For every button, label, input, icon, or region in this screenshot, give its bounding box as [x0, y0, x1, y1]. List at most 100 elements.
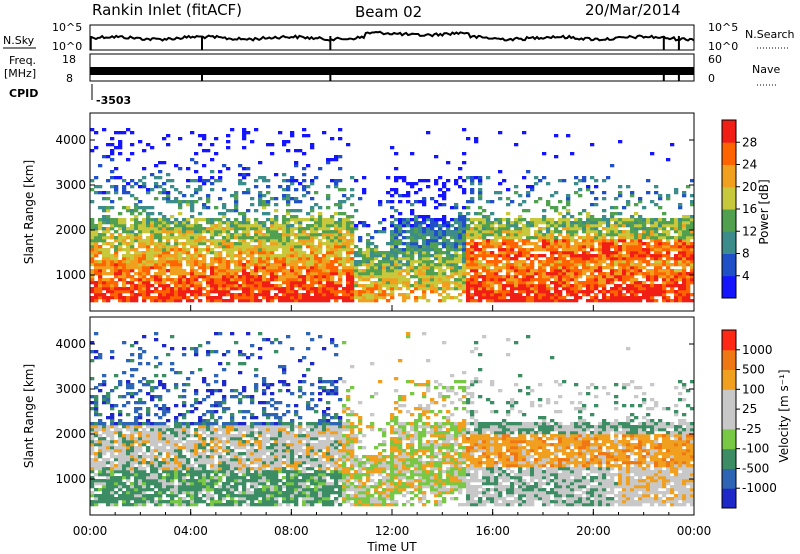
power-heat-cell: [442, 194, 447, 198]
power-heat-cell: [130, 260, 135, 264]
power-heat-cell: [190, 206, 195, 210]
power-heat-cell: [458, 260, 463, 264]
power-heat-cell: [258, 197, 263, 201]
power-heat-cell: [394, 263, 399, 267]
power-heat-cell: [350, 299, 355, 303]
power-heat-cell: [198, 230, 203, 234]
power-heat-cell: [286, 248, 291, 252]
power-heat-cell: [414, 281, 419, 285]
power-heat-cell: [98, 278, 103, 282]
power-heat-cell: [214, 224, 219, 228]
power-heat-cell: [578, 212, 583, 216]
power-heat-cell: [190, 272, 195, 276]
power-heat-cell: [546, 224, 551, 228]
power-heat-cell: [142, 182, 147, 186]
power-heat-cell: [610, 278, 615, 282]
power-heat-cell: [650, 299, 655, 303]
power-heat-cell: [562, 221, 567, 225]
power-heat-cell: [666, 242, 671, 246]
power-heat-cell: [402, 275, 407, 279]
power-heat-cell: [362, 272, 367, 276]
power-heat-cell: [394, 191, 399, 195]
power-heat-cell: [158, 176, 163, 180]
power-heat-cell: [646, 227, 651, 231]
power-heat-cell: [234, 287, 239, 291]
power-heat-cell: [558, 296, 563, 300]
velocity-heat-cell: [142, 485, 147, 489]
power-heat-cell: [646, 233, 651, 237]
power-heat-cell: [682, 224, 687, 228]
power-heat-cell: [338, 233, 343, 237]
power-heat-cell: [318, 206, 323, 210]
power-heat-cell: [178, 272, 183, 276]
power-heat-cell: [398, 251, 403, 255]
power-heat-cell: [550, 221, 555, 225]
power-heat-cell: [162, 290, 167, 294]
velocity-heat-cell: [142, 431, 147, 435]
power-heat-cell: [234, 296, 239, 300]
power-heat-cell: [462, 269, 467, 273]
power-heat-cell: [554, 248, 559, 252]
velocity-heat-cell: [158, 455, 163, 459]
power-heat-cell: [414, 227, 419, 231]
power-heat-cell: [286, 209, 291, 213]
power-heat-cell: [266, 296, 271, 300]
power-heat-cell: [458, 248, 463, 252]
power-heat-cell: [278, 284, 283, 288]
power-heat-cell: [198, 290, 203, 294]
power-heat-cell: [498, 227, 503, 231]
power-heat-cell: [634, 284, 639, 288]
power-heat-cell: [558, 212, 563, 216]
power-heat-cell: [190, 209, 195, 213]
power-heat-cell: [354, 272, 359, 276]
power-heat-cell: [246, 275, 251, 279]
power-heat-cell: [270, 152, 275, 156]
power-heat-cell: [194, 221, 199, 225]
power-heat-cell: [122, 236, 127, 240]
velocity-heat-cell: [170, 437, 175, 441]
power-heat-cell: [466, 290, 471, 294]
power-heat-cell: [290, 296, 295, 300]
power-heat-cell: [314, 251, 319, 255]
power-heat-cell: [366, 263, 371, 267]
power-ytick-label: 3000: [55, 178, 86, 192]
power-heat-cell: [538, 233, 543, 237]
power-heat-cell: [326, 236, 331, 240]
power-heat-cell: [162, 299, 167, 303]
power-heat-cell: [362, 257, 367, 261]
velocity-heat-cell: [154, 338, 159, 342]
velocity-heat-cell: [90, 350, 95, 354]
power-heat-cell: [618, 260, 623, 264]
power-heat-cell: [622, 293, 627, 297]
power-heat-cell: [358, 272, 363, 276]
power-heat-cell: [294, 293, 299, 297]
power-heat-cell: [430, 272, 435, 276]
power-heat-cell: [470, 227, 475, 231]
velocity-heat-cell: [122, 476, 127, 480]
power-heat-cell: [422, 227, 427, 231]
power-heat-cell: [342, 290, 347, 294]
power-heat-cell: [130, 143, 135, 147]
power-heat-cell: [662, 269, 667, 273]
power-heat-cell: [238, 221, 243, 225]
power-heat-cell: [162, 224, 167, 228]
power-heat-cell: [254, 287, 259, 291]
power-heat-cell: [166, 284, 171, 288]
power-heat-cell: [666, 296, 671, 300]
power-heat-cell: [614, 257, 619, 261]
velocity-heat-cell: [146, 479, 151, 483]
power-heat-cell: [282, 299, 287, 303]
power-heat-cell: [354, 281, 359, 285]
power-heat-cell: [478, 221, 483, 225]
power-heat-cell: [122, 227, 127, 231]
velocity-heat-cell: [158, 398, 163, 402]
power-heat-cell: [94, 245, 99, 249]
power-heat-cell: [638, 236, 643, 240]
power-heat-cell: [326, 272, 331, 276]
velocity-heat-cell: [166, 485, 171, 489]
power-heat-cell: [370, 260, 375, 264]
power-heat-cell: [618, 239, 623, 243]
velocity-heat-cell: [154, 332, 159, 336]
power-heat-cell: [114, 290, 119, 294]
power-heat-cell: [298, 230, 303, 234]
